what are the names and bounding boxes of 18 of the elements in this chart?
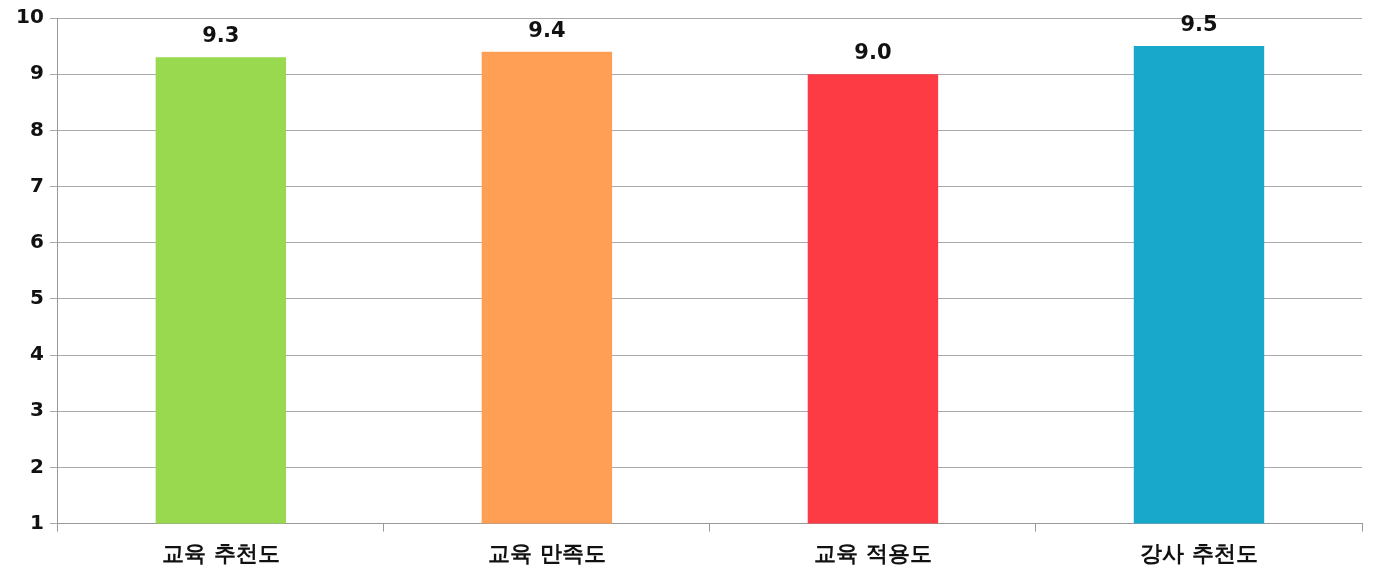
y-tick-label: 9 bbox=[29, 60, 44, 85]
data-label: 9.3 bbox=[202, 23, 240, 48]
y-tick-label: 7 bbox=[29, 172, 44, 197]
data-label: 9.5 bbox=[1180, 12, 1218, 37]
y-tick-label: 10 bbox=[15, 4, 44, 29]
y-tick-label: 3 bbox=[29, 397, 44, 422]
y-tick-label: 6 bbox=[29, 228, 44, 253]
x-tick-label: 교육 적용도 bbox=[814, 540, 932, 566]
y-tick-label: 5 bbox=[29, 285, 44, 310]
x-tick-label: 교육 만족도 bbox=[488, 540, 606, 566]
y-tick-label: 8 bbox=[29, 116, 44, 141]
y-tick-label: 1 bbox=[29, 509, 44, 534]
data-label: 9.0 bbox=[854, 40, 892, 65]
y-tick-label: 2 bbox=[29, 453, 44, 478]
data-label: 9.4 bbox=[528, 17, 566, 42]
y-tick-label: 4 bbox=[29, 341, 44, 366]
x-tick-label: 강사 추천도 bbox=[1140, 540, 1258, 566]
x-tick-label: 교육 추천도 bbox=[162, 540, 280, 566]
